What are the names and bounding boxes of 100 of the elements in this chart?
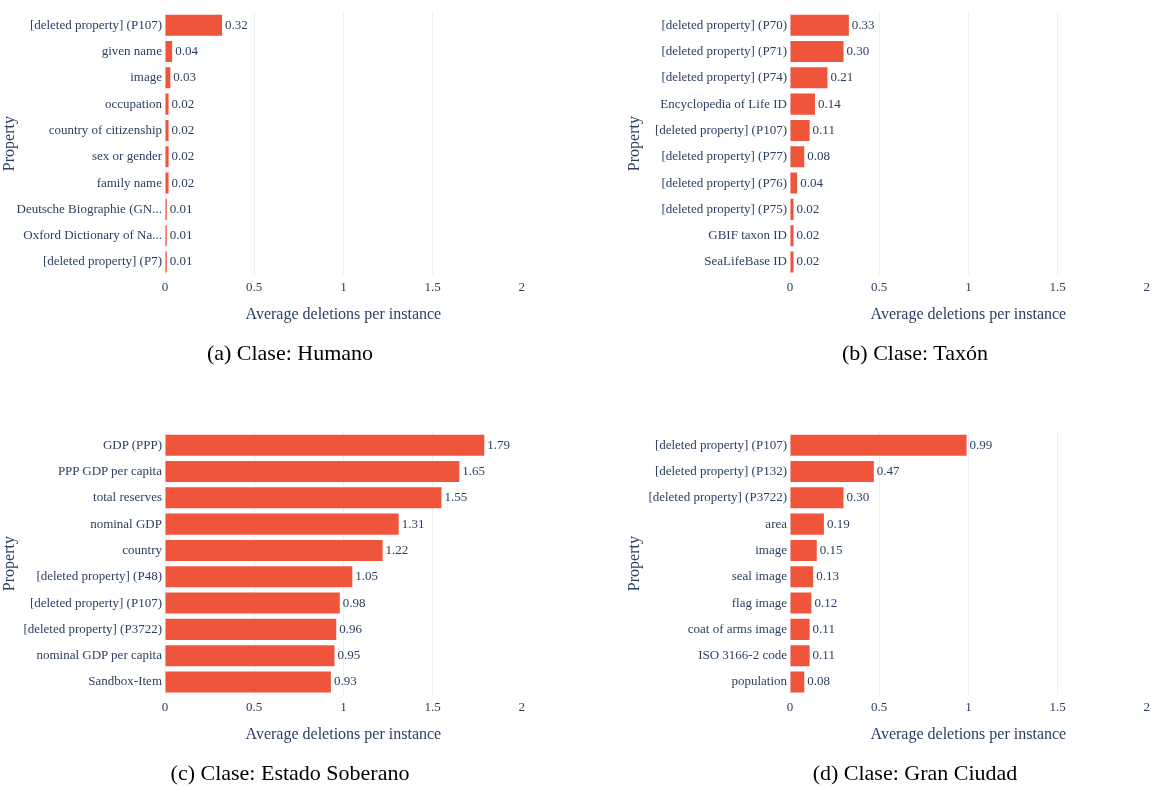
y-tick-label: SeaLifeBase ID <box>704 253 787 269</box>
data-label: 0.96 <box>339 620 363 636</box>
data-label: 0.30 <box>846 489 870 505</box>
y-tick-label: [deleted property] (P70) <box>661 16 787 32</box>
bar <box>165 460 460 483</box>
y-tick-label: country <box>122 541 163 557</box>
data-label: 0.02 <box>171 121 195 137</box>
x-tick-label: 0.5 <box>871 699 888 715</box>
data-label: 0.08 <box>807 673 831 689</box>
bar <box>790 198 794 220</box>
y-axis-title: Property <box>624 116 643 172</box>
y-axis-title: Property <box>0 116 18 172</box>
data-label: 0.11 <box>812 647 835 663</box>
bar <box>165 487 442 509</box>
y-tick-label: [deleted property] (P107) <box>29 16 162 32</box>
text: (d) Clase: Gran Ciudad <box>811 760 1019 786</box>
data-label: 0.14 <box>817 95 842 111</box>
x-tick-label: 2 <box>518 699 525 715</box>
bar <box>790 645 810 667</box>
y-tick-label: [deleted property] (P107) <box>654 436 787 452</box>
y-tick-label: [deleted property] (P74) <box>661 69 787 85</box>
x-tick-label: 1 <box>965 279 972 295</box>
bar <box>165 645 335 667</box>
data-label: 0.19 <box>826 515 850 531</box>
x-tick-label: 1 <box>340 699 347 715</box>
bar <box>165 93 169 115</box>
bar <box>790 93 815 115</box>
y-tick-label: [deleted property] (P48) <box>36 568 162 584</box>
bar <box>790 671 805 693</box>
bar <box>790 40 844 63</box>
data-label: 0.12 <box>814 594 838 610</box>
data-label: 0.03 <box>173 69 197 85</box>
data-label: 0.02 <box>171 148 195 164</box>
bar <box>790 513 824 535</box>
data-label: 1.31 <box>401 515 425 531</box>
data-label: 1.65 <box>462 462 486 478</box>
y-tick-label: [deleted property] (P77) <box>661 148 787 164</box>
data-label: 0.99 <box>969 436 993 452</box>
y-tick-label: ISO 3166-2 code <box>698 647 788 663</box>
bar <box>790 225 794 247</box>
data-label: 0.04 <box>800 174 824 190</box>
y-tick-label: [deleted property] (P71) <box>661 42 787 58</box>
data-label: 0.98 <box>342 594 366 610</box>
y-tick-label: nominal GDP per capita <box>36 647 163 663</box>
x-tick-label: 0 <box>161 279 169 295</box>
bar <box>790 460 874 483</box>
y-tick-label: [deleted property] (P3722) <box>648 489 787 505</box>
y-axis-title: Property <box>624 536 643 592</box>
data-label: 0.01 <box>169 253 193 269</box>
bar <box>165 434 485 456</box>
data-label: 0.08 <box>807 148 831 164</box>
text: (c) Clase: Estado Soberano <box>169 760 411 786</box>
bar <box>790 434 967 456</box>
bar <box>790 566 814 588</box>
y-tick-label: country of citizenship <box>48 121 162 137</box>
data-label: 0.01 <box>169 200 193 216</box>
data-label: 0.47 <box>876 462 901 478</box>
y-tick-label: GBIF taxon ID <box>708 227 787 243</box>
y-tick-label: [deleted property] (P3722) <box>23 620 162 636</box>
y-tick-label: seal image <box>731 568 788 584</box>
y-tick-label: Oxford Dictionary of Na... <box>23 227 162 243</box>
data-label: 0.11 <box>812 620 835 636</box>
x-tick-label: 2 <box>1143 699 1150 715</box>
data-label: 0.02 <box>171 174 195 190</box>
y-axis-title: Property <box>0 536 18 592</box>
bar <box>165 592 340 614</box>
x-tick-label: 1.5 <box>424 699 441 715</box>
x-tick-label: 0 <box>786 699 794 715</box>
x-tick-label: 1 <box>340 279 347 295</box>
x-tick-label: 1 <box>965 699 972 715</box>
data-label: 0.02 <box>171 95 195 111</box>
x-tick-label: 2 <box>1143 279 1150 295</box>
x-tick-label: 0.5 <box>246 699 263 715</box>
x-tick-label: 0.5 <box>246 279 263 295</box>
y-tick-label: Sandbox-Item <box>88 673 162 689</box>
x-axis-title: Average deletions per instance <box>870 304 1067 323</box>
bar <box>790 251 794 273</box>
y-tick-label: Encyclopedia of Life ID <box>660 95 787 111</box>
y-tick-label: population <box>731 673 788 689</box>
y-tick-label: flag image <box>731 594 788 610</box>
x-tick-label: 1.5 <box>424 279 441 295</box>
y-tick-label: coat of arms image <box>687 620 788 636</box>
data-label: 0.32 <box>225 16 248 32</box>
y-tick-label: family name <box>96 174 163 190</box>
bar <box>165 14 223 36</box>
data-label: 0.04 <box>175 42 199 58</box>
data-label: 0.15 <box>819 541 843 557</box>
y-tick-label: image <box>755 541 788 557</box>
x-axis-title: Average deletions per instance <box>245 724 442 743</box>
y-tick-label: [deleted property] (P107) <box>29 594 162 610</box>
data-label: 0.02 <box>796 227 820 243</box>
data-label: 1.79 <box>487 436 511 452</box>
x-tick-label: 2 <box>518 279 525 295</box>
x-tick-label: 0 <box>786 279 794 295</box>
data-label: 0.13 <box>816 568 839 584</box>
data-label: 0.11 <box>812 121 835 137</box>
bar <box>165 539 383 561</box>
bar <box>790 14 849 36</box>
bar <box>790 618 810 640</box>
x-tick-label: 0 <box>161 699 169 715</box>
